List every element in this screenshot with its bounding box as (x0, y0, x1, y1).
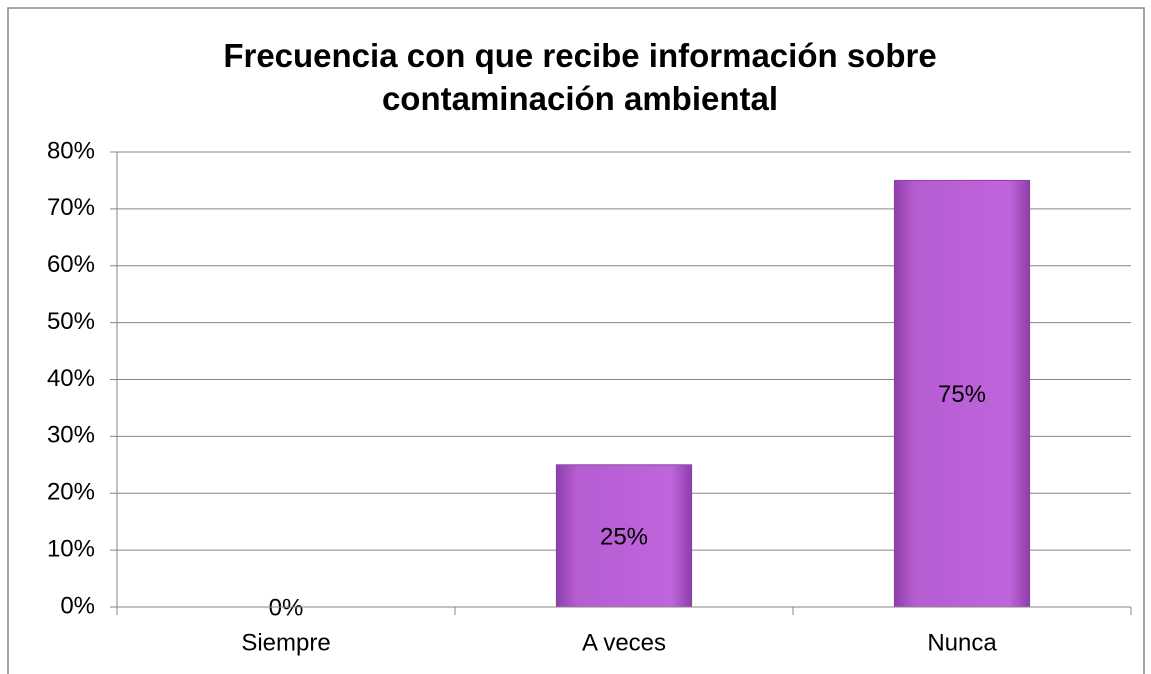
chart-border (7, 7, 1145, 674)
chart-title: Frecuencia con que recibe información so… (223, 37, 937, 117)
y-tick-label: 30% (47, 422, 95, 449)
data-label: 25% (600, 523, 648, 550)
x-tick-label: Siempre (241, 629, 330, 656)
x-tick-label: Nunca (927, 629, 997, 656)
y-tick-label: 40% (47, 365, 95, 392)
y-tick-label: 80% (47, 137, 95, 164)
data-label: 75% (938, 381, 986, 408)
y-tick-label: 50% (47, 308, 95, 335)
bar (555, 464, 693, 608)
y-tick-label: 10% (47, 535, 95, 562)
y-tick-label: 60% (47, 251, 95, 278)
data-label: 0% (269, 594, 304, 621)
y-tick-label: 70% (47, 194, 95, 221)
y-tick-label: 20% (47, 479, 95, 506)
y-tick-label: 0% (60, 592, 95, 619)
x-tick-label: A veces (582, 629, 666, 656)
